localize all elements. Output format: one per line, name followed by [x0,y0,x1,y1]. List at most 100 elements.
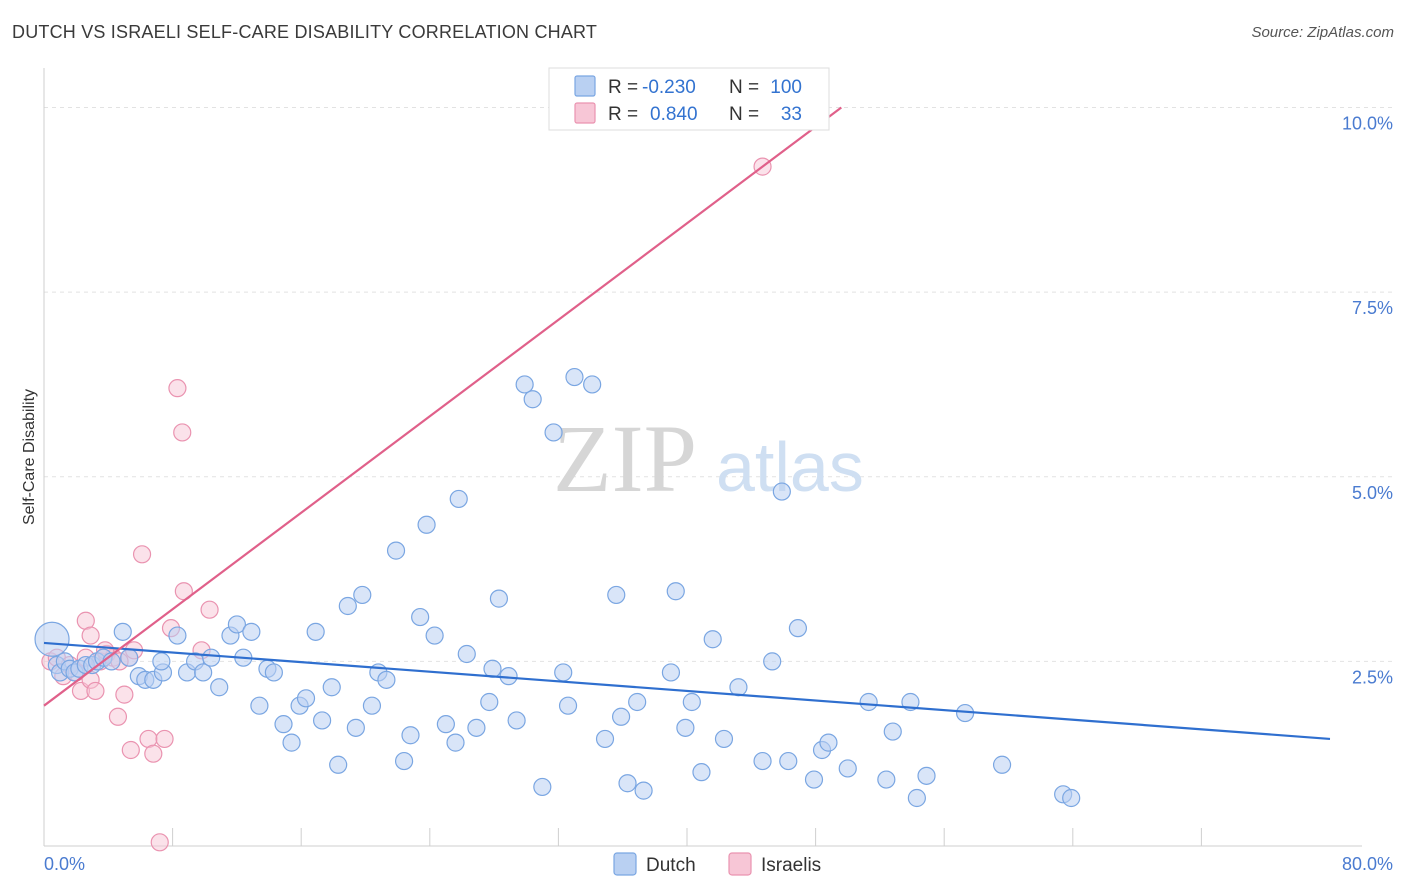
watermark-zip: ZIP [553,405,697,512]
dutch-point [480,692,499,712]
dutch-point [533,777,552,797]
dutch-point [583,375,602,394]
dutch-point [676,718,695,737]
y-tick-label-3: 10.0% [1342,114,1393,134]
israelis-point [173,423,192,442]
dutch-point [282,733,301,752]
dutch-points [34,367,1081,808]
israelis-point [150,833,169,852]
dutch-trend-line [43,641,1331,741]
dutch-point [250,696,269,715]
dutch-point [804,770,824,789]
dutch-point [446,733,465,752]
israelis-point [144,744,163,763]
dutch-point [194,663,213,682]
dutch-point [296,689,316,708]
israelis-point [86,681,105,701]
dutch-point [523,390,542,409]
dutch-point [449,489,468,509]
legend-stats-frame [548,67,830,131]
dutch-point [753,751,772,771]
legend-dutch-r-label: R = [608,77,638,98]
dutch-point [703,630,722,649]
dutch-point [595,729,615,749]
dutch-point [120,648,139,667]
dutch-point [34,621,70,657]
dutch-point [312,711,332,730]
dutch-point [611,707,631,726]
dutch-point [692,763,711,782]
dutch-point [819,733,838,752]
israelis-point [132,545,152,564]
dutch-point [457,644,476,664]
legend-dutch-r-value: -0.230 [642,77,696,98]
legend-israelis-r-label: R = [608,104,638,125]
dutch-point [274,715,293,734]
dutch-point [401,726,420,745]
legend-israelis-n-label: N = [729,104,759,125]
dutch-point [322,678,341,697]
source-label: Source: ZipAtlas.com [1251,24,1394,41]
dutch-point [917,766,936,785]
dutch-point [417,515,436,534]
chart-title: DUTCH VS ISRAELI SELF-CARE DISABILITY CO… [12,22,598,42]
dutch-point [859,692,878,712]
dutch-point [714,729,734,749]
legend-israelis-r-value: 0.840 [650,104,698,125]
dutch-point [565,367,584,387]
dutch-point [411,607,430,627]
dutch-point [877,770,896,789]
dutch-point [661,663,681,682]
dutch-point [202,648,221,667]
dutch-point [763,652,782,671]
y-tick-labels: 2.5% 5.0% 7.5% 10.0% [1342,114,1393,688]
dutch-point [394,751,414,771]
dutch-point [634,781,653,800]
dutch-point [772,482,791,501]
legend-stats: R = -0.230 N = 100 R = 0.840 N = 33 [548,67,830,131]
legend-israelis-n-value: 33 [781,104,802,125]
dutch-point [168,626,187,645]
dutch-point [618,774,637,793]
dutch-point [210,678,229,697]
dutch-point [992,755,1012,774]
dutch-point [264,663,283,682]
trend-lines [43,106,1331,741]
dutch-point [467,718,486,737]
israelis-point [168,379,187,398]
x-tick-label-1: 80.0% [1342,854,1393,874]
dutch-point [666,582,685,601]
bottom-legend-dutch-label: Dutch [646,855,696,876]
dutch-point [242,622,261,641]
israelis-point [115,685,134,704]
israelis-point [108,707,128,726]
dutch-point [338,596,357,616]
bottom-legend-israelis-swatch [728,852,752,876]
axes [43,68,1362,847]
dutch-point [1062,788,1081,808]
dutch-point [489,589,509,608]
israelis-trend-line [43,106,842,707]
x-tick-label-0: 0.0% [44,854,85,874]
dutch-point [113,622,132,641]
y-tick-label-0: 2.5% [1352,667,1393,687]
dutch-point [436,715,455,734]
series-legend: Dutch Israelis [613,852,821,876]
y-tick-label-1: 5.0% [1352,483,1393,503]
bottom-legend-dutch-swatch [613,852,637,876]
dutch-point [729,678,748,697]
x-tick-labels: 0.0% 80.0% [44,854,1393,874]
dutch-point [346,718,365,737]
x-ticks [172,828,1202,846]
legend-dutch-swatch [574,75,596,97]
dutch-point [515,375,534,394]
dutch-point [507,711,526,730]
watermark: ZIP atlas [553,405,864,512]
bottom-legend-israelis-label: Israelis [761,855,821,876]
israelis-point [121,740,140,760]
israelis-point [155,729,174,749]
dutch-point [227,615,246,634]
israelis-point [200,600,219,619]
dutch-point [386,541,406,560]
